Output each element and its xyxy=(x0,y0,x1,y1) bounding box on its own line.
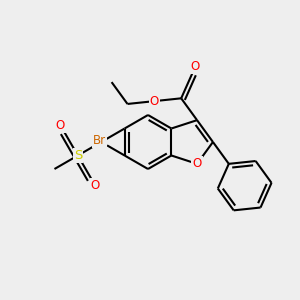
Text: O: O xyxy=(192,157,202,170)
Text: O: O xyxy=(56,119,65,132)
Text: S: S xyxy=(74,149,82,162)
Text: O: O xyxy=(97,136,106,148)
Text: O: O xyxy=(91,179,100,192)
Text: O: O xyxy=(150,94,159,108)
Text: O: O xyxy=(191,60,200,73)
Text: Br: Br xyxy=(93,134,106,147)
